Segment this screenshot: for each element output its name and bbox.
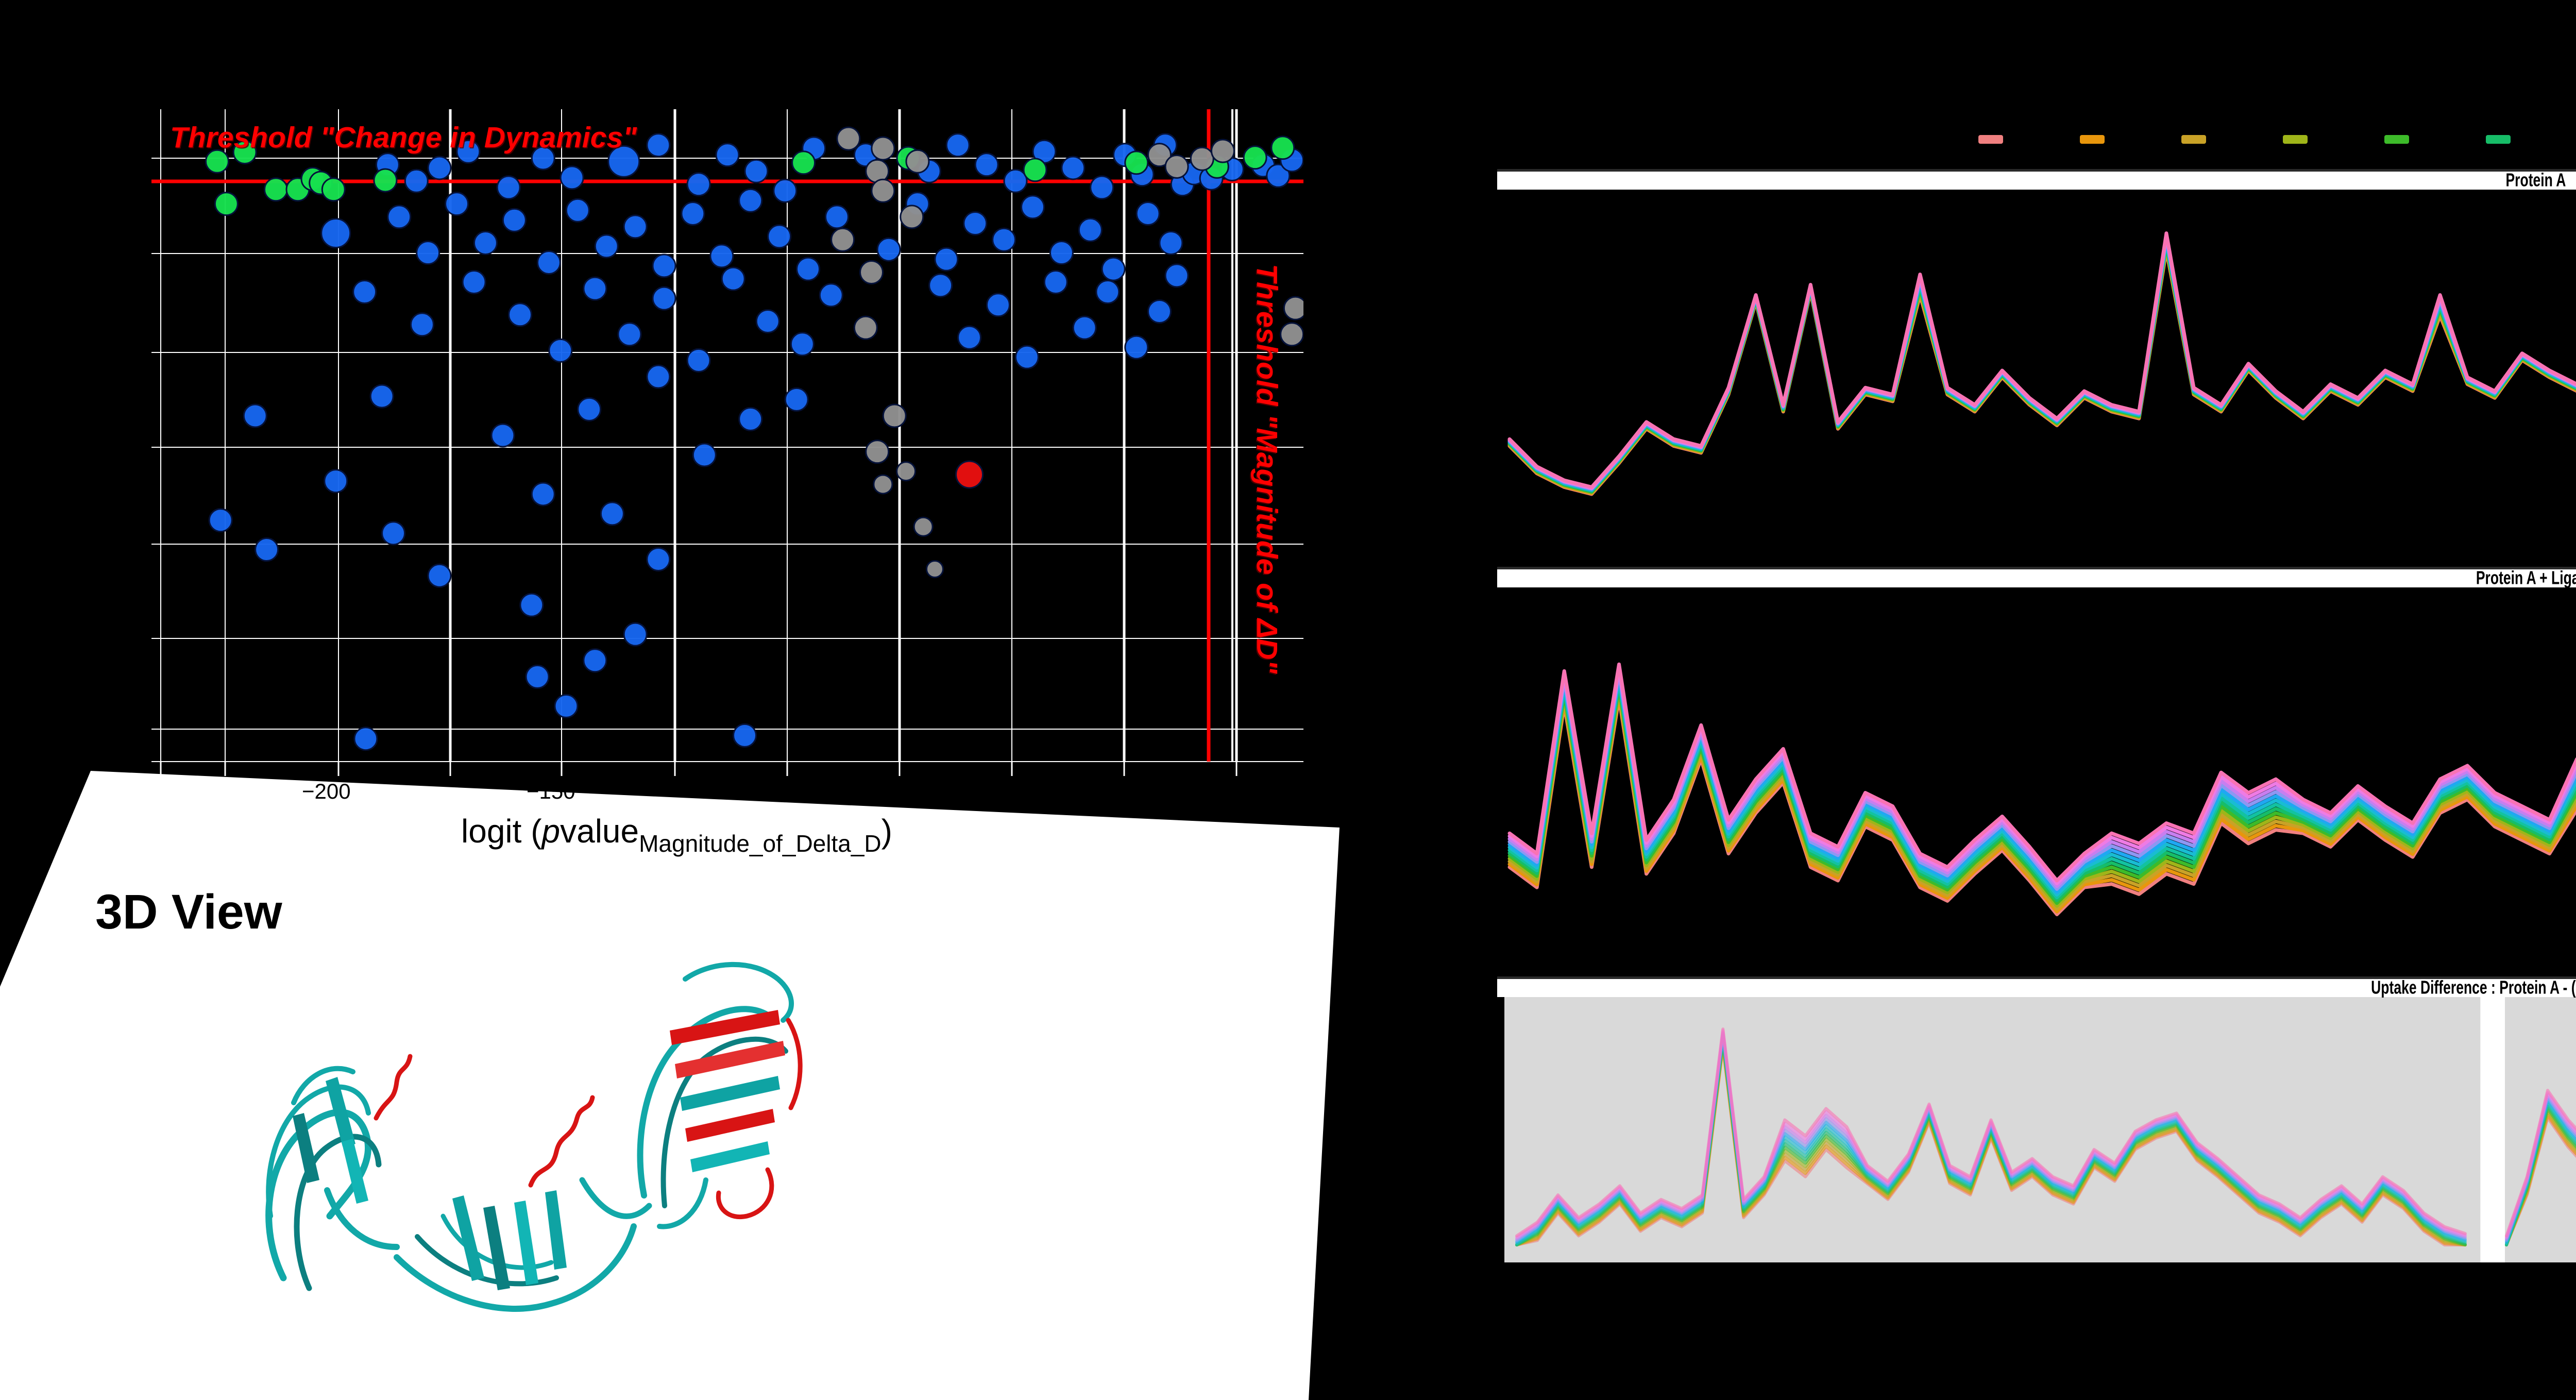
protein-ribbon-structure[interactable] — [222, 948, 866, 1400]
x-tick-minus-150: −150 — [527, 779, 575, 803]
legend-swatch-timepoint-3 — [2181, 135, 2206, 144]
uptake-chart-protein-a-ligand[interactable] — [1497, 587, 2576, 948]
uptake-chart-protein-a[interactable] — [1497, 190, 2576, 555]
uptake-difference-chart[interactable] — [1504, 997, 2576, 1262]
legend-swatch-timepoint-4 — [2283, 135, 2308, 144]
legend-swatch-timepoint-5 — [2384, 135, 2409, 144]
legend-swatch-timepoint-6 — [2486, 135, 2511, 144]
x-axis-label-subscript: Magnitude_of_Delta_D — [639, 830, 882, 857]
chart-title-bar-uptake-difference: Uptake Difference : Protein A - (Protein… — [1497, 976, 2576, 998]
volcano-x-axis-label: logit (pvalueMagnitude_of_Delta_D) — [461, 813, 892, 857]
timepoint-legend — [1978, 135, 2576, 148]
volcano-plot-canvas[interactable] — [151, 109, 1303, 795]
chart-title-protein-a: Protein A — [2505, 170, 2566, 191]
legend-swatch-timepoint-2 — [2080, 135, 2105, 144]
3d-view-panel[interactable] — [0, 771, 1340, 1400]
threshold-magnitude-label: Threshold "Magnitude of ΔD" — [1250, 264, 1283, 674]
chart-title-bar-protein-a-ligand: Protein A + Ligand — [1497, 567, 2576, 588]
chart-title-protein-a-ligand: Protein A + Ligand — [2476, 568, 2576, 588]
3d-view-title: 3D View — [95, 885, 282, 939]
chart-title-bar-protein-a: Protein A — [1497, 169, 2576, 191]
threshold-change-in-dynamics-label: Threshold "Change in Dynamics" — [170, 121, 637, 154]
x-tick-minus-200: −200 — [302, 779, 351, 803]
legend-swatch-timepoint-1 — [1978, 135, 2003, 144]
chart-title-uptake-difference: Uptake Difference : Protein A - (Protein… — [2371, 977, 2576, 998]
